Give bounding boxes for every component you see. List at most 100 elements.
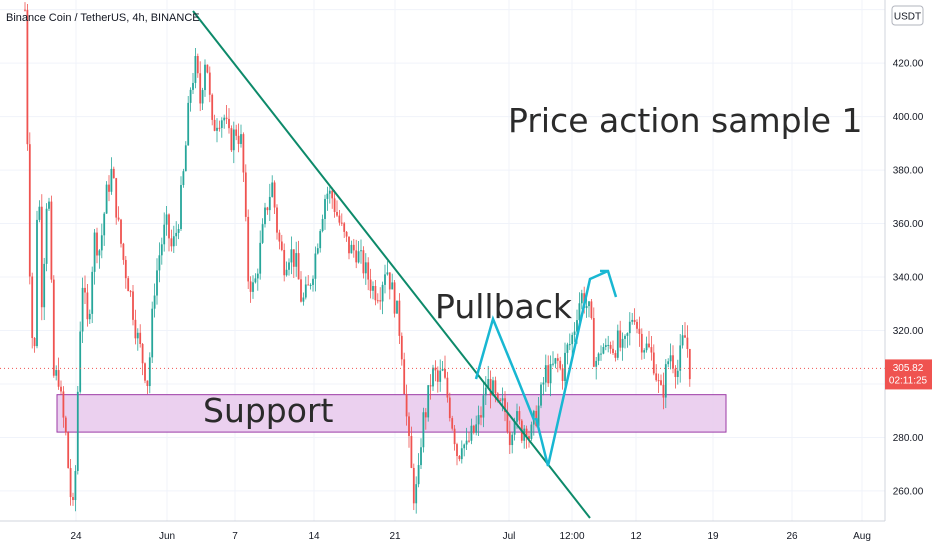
candle-body	[259, 242, 262, 274]
candle-body	[640, 333, 643, 353]
candle-body	[98, 250, 101, 256]
candle-body	[511, 434, 514, 446]
time-axis[interactable]: 24 Jun 7 14 21 Jul 12:00 12 19 26 Aug	[70, 531, 870, 542]
candle-body	[232, 129, 235, 151]
candle-body	[415, 484, 418, 504]
candle-body	[367, 262, 370, 280]
candle-body	[86, 292, 89, 320]
candle-body	[655, 373, 658, 381]
candle-body	[295, 253, 298, 267]
candle-body	[79, 331, 82, 392]
candle-body	[127, 278, 130, 292]
candle-body	[31, 276, 34, 338]
candle-body	[72, 497, 74, 501]
candle-body	[336, 211, 338, 216]
candle-body	[621, 338, 624, 348]
support-zone[interactable]	[56, 394, 727, 433]
candle-body	[602, 346, 605, 354]
candle-body	[561, 368, 564, 382]
candle-body	[38, 206, 41, 220]
candle-body	[307, 284, 310, 286]
candle-body	[391, 282, 394, 290]
candle-body	[612, 348, 614, 354]
candle-body	[158, 255, 161, 271]
candle-body	[124, 259, 127, 279]
candle-body	[36, 219, 38, 347]
x-tick-label: 19	[707, 531, 719, 542]
candle-body	[381, 284, 384, 302]
candle-body	[254, 278, 257, 283]
currency-badge[interactable]	[891, 5, 924, 26]
candle-body	[304, 284, 307, 298]
candle-body	[64, 417, 67, 433]
candle-body	[590, 301, 593, 319]
candle-body	[672, 355, 674, 369]
candle-body	[206, 64, 209, 73]
candle-body	[237, 135, 240, 144]
candle-body	[96, 232, 98, 256]
candle-body	[57, 370, 60, 387]
candle-body	[67, 432, 70, 469]
candle-body	[434, 367, 437, 371]
y-tick-label: 420.00	[893, 59, 924, 70]
candle-body	[91, 271, 94, 314]
x-tick-label: Jul	[503, 531, 516, 542]
candle-body	[76, 391, 79, 471]
candle-body	[52, 279, 55, 376]
candle-body	[609, 344, 612, 349]
candle-body	[290, 249, 293, 263]
candle-body	[403, 359, 406, 395]
candle-body	[484, 387, 487, 396]
candle-body	[103, 213, 106, 236]
candle-body	[194, 56, 197, 83]
candle-body	[681, 335, 684, 346]
candle-body	[300, 279, 302, 302]
annotation-support: Support	[203, 391, 334, 430]
candle-body	[350, 244, 353, 254]
candle-body	[559, 360, 562, 369]
candle-body	[504, 398, 506, 413]
candle-body	[134, 319, 137, 339]
x-tick-label: 12:00	[559, 531, 584, 542]
candle-body	[360, 250, 362, 252]
candle-body	[549, 363, 552, 384]
candle-body	[348, 236, 350, 254]
candle-body	[400, 335, 403, 360]
candle-body	[26, 9, 29, 145]
candle-body	[93, 232, 96, 272]
candle-body	[552, 363, 554, 365]
candle-body	[249, 281, 252, 292]
candle-body	[576, 320, 578, 332]
candle-body	[516, 411, 518, 422]
candle-body	[40, 206, 43, 308]
candle-body	[374, 285, 377, 301]
candle-body	[686, 337, 689, 349]
candle-body	[273, 182, 276, 208]
candle-body	[662, 384, 665, 398]
candle-body	[271, 182, 274, 197]
candle-body	[100, 235, 103, 251]
x-tick-label: 7	[232, 531, 238, 542]
candle-body	[196, 56, 199, 74]
candle-body	[355, 250, 358, 263]
candle-body	[60, 386, 62, 392]
candle-body	[110, 168, 113, 192]
descending-trendline[interactable]	[192, 10, 591, 519]
candle-body	[468, 440, 470, 442]
candle-body	[189, 89, 192, 103]
pullback-path-2[interactable]	[534, 269, 609, 467]
candle-body	[117, 217, 120, 220]
price-axis-bg	[885, 0, 932, 550]
candle-body	[631, 319, 634, 322]
candle-body	[676, 370, 679, 377]
candle-body	[345, 231, 348, 237]
pullback-path[interactable]	[474, 315, 536, 421]
candle-body	[384, 274, 386, 285]
candle-body	[165, 214, 168, 225]
candle-body	[168, 214, 170, 239]
candle-body	[338, 215, 341, 223]
candle-body	[324, 198, 326, 219]
candle-body	[528, 436, 530, 439]
candle-body	[446, 377, 449, 398]
